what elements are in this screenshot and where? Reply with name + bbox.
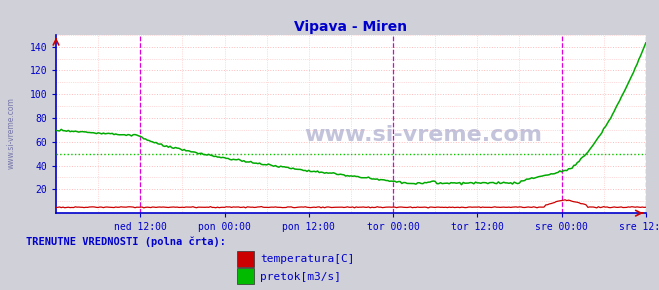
Text: TRENUTNE VREDNOSTI (polna črta):: TRENUTNE VREDNOSTI (polna črta):: [26, 237, 226, 247]
Text: pretok[m3/s]: pretok[m3/s]: [260, 272, 341, 282]
Title: Vipava - Miren: Vipava - Miren: [295, 20, 407, 34]
Text: www.si-vreme.com: www.si-vreme.com: [304, 125, 542, 145]
Text: temperatura[C]: temperatura[C]: [260, 254, 355, 264]
Text: www.si-vreme.com: www.si-vreme.com: [7, 97, 16, 169]
